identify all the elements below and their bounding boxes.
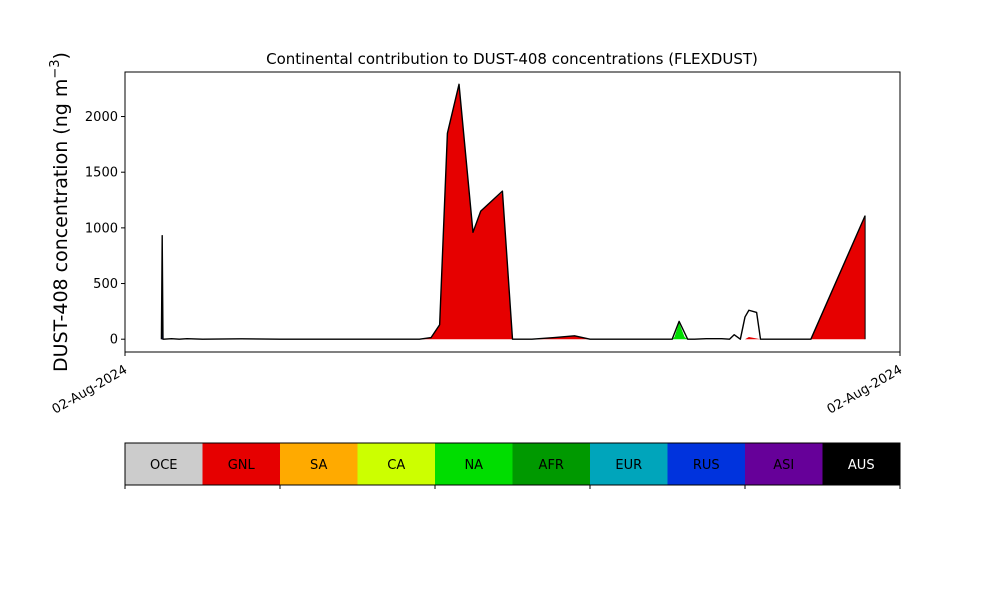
legend-swatch-sa (280, 443, 358, 485)
legend-swatch-gnl (202, 443, 281, 485)
y-axis: 0 500 1000 1500 2000 (85, 110, 125, 348)
y-axis-label-exponent: −3 (48, 59, 63, 78)
y-tick-label: 500 (93, 277, 118, 292)
y-axis-label: DUST-408 concentration (ng m−3) (48, 52, 72, 372)
x-axis: 02-Aug-2024 02-Aug-2024 (50, 352, 905, 418)
legend-label-aus: AUS (848, 458, 875, 473)
legend-label-gnl: GNL (228, 458, 256, 473)
y-axis-label-close: ) (50, 52, 72, 59)
legend-label-asi: ASI (773, 458, 794, 473)
legend-label-sa: SA (310, 458, 327, 473)
legend-swatch-eur (590, 443, 668, 485)
legend-swatch-oce (125, 443, 203, 485)
plot-total-outline (160, 83, 866, 340)
legend-label-oce: OCE (150, 458, 178, 473)
legend-swatch-afr (512, 443, 591, 485)
legend-swatch-asi (745, 443, 823, 485)
legend-label-rus: RUS (693, 458, 720, 473)
plot-frame (124, 71, 901, 353)
y-tick-label: 2000 (85, 110, 118, 125)
legend-frame (124, 442, 901, 486)
legend-swatch-rus (667, 443, 746, 485)
total-concentration-line (160, 83, 866, 340)
y-axis-label-main: DUST-408 concentration (ng m (50, 79, 72, 372)
legend-label-afr: AFR (539, 458, 564, 473)
x-tick-label: 02-Aug-2024 (825, 362, 905, 417)
series-area-gnl (161, 85, 866, 340)
legend-label-na: NA (464, 458, 483, 473)
legend-swatch-ca (357, 443, 436, 485)
series-area-na (672, 322, 688, 340)
legend-label-ca: CA (387, 458, 405, 473)
legend-swatch-na (435, 443, 513, 485)
y-tick-label: 1000 (85, 221, 118, 236)
plot-series-areas (161, 85, 866, 340)
region-legend-bar: OCE GNL SA CA NA AFR EUR RUS ASI AUS (124, 442, 901, 489)
y-tick-label: 1500 (85, 166, 118, 181)
legend-label-eur: EUR (615, 458, 642, 473)
chart-title: Continental contribution to DUST-408 con… (266, 50, 758, 68)
y-tick-label: 0 (110, 333, 118, 348)
legend-swatch-aus (822, 443, 901, 485)
